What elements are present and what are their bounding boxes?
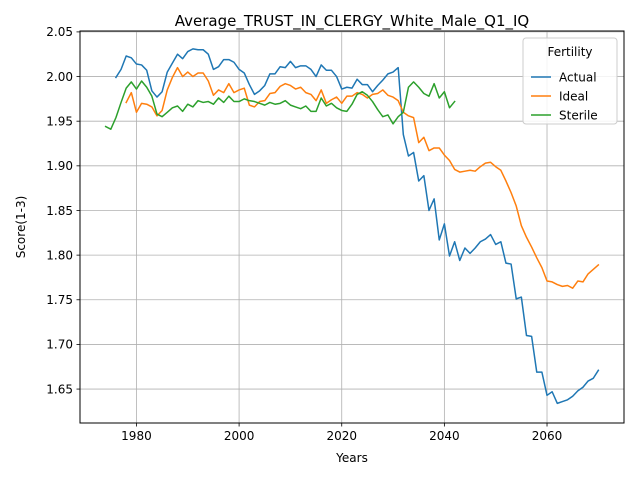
y-tick-label: 1.85 [46, 204, 73, 218]
legend-items: Actual Ideal Sterile [531, 70, 598, 122]
series-line-ideal [125, 66, 600, 289]
grid-lines [80, 31, 624, 423]
legend: Fertility Actual Ideal Sterile [522, 37, 618, 125]
x-tick-label: 1980 [121, 429, 152, 443]
y-tick-label: 1.90 [46, 159, 73, 173]
y-axis-label: Score(1-3) [14, 196, 28, 259]
legend-label-sterile: Sterile [559, 108, 598, 122]
chart-title: Average_TRUST_IN_CLERGY_White_Male_Q1_IQ [175, 12, 530, 31]
x-tick-label: 2020 [326, 429, 357, 443]
y-tick-label: 2.05 [46, 25, 73, 39]
x-tick-label: 2060 [532, 429, 563, 443]
legend-title: Fertility [547, 45, 592, 59]
x-axis-label: Years [335, 451, 368, 465]
y-tick-label: 1.95 [46, 114, 73, 128]
series-line-sterile [104, 80, 456, 130]
legend-box [522, 37, 618, 125]
y-tick-label: 1.70 [46, 338, 73, 352]
series-layer [104, 48, 600, 405]
plot-frame [79, 30, 625, 424]
y-tick-label: 1.75 [46, 293, 73, 307]
y-tick-label: 1.65 [46, 382, 73, 396]
x-tick-label: 2040 [429, 429, 460, 443]
y-axis-ticks: 1.65 1.70 1.75 1.80 1.85 1.90 1.95 2.00 2.05 [46, 25, 80, 396]
x-tick-label: 2000 [224, 429, 255, 443]
y-tick-label: 2.00 [46, 70, 73, 84]
legend-label-actual: Actual [559, 70, 597, 84]
y-tick-label: 1.80 [46, 248, 73, 262]
series-line-actual [114, 48, 600, 405]
legend-label-ideal: Ideal [559, 89, 588, 103]
x-axis-ticks: 1980 2000 2020 2040 2060 [121, 423, 562, 443]
